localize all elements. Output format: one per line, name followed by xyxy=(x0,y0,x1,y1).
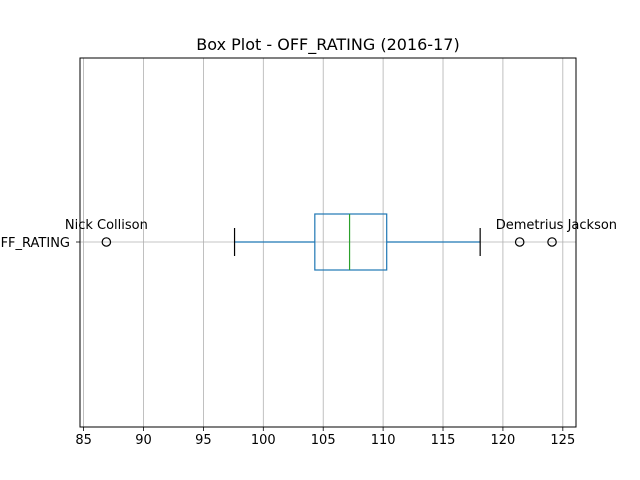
x-tick-label: 125 xyxy=(550,433,575,448)
outlier-point xyxy=(547,237,557,247)
y-category-label: OFF_RATING xyxy=(0,236,70,251)
outlier-point xyxy=(101,237,112,247)
x-tick-label: 110 xyxy=(371,433,396,448)
outlier-label: Demetrius Jackson xyxy=(496,218,617,233)
x-tick-label: 90 xyxy=(135,433,152,448)
x-axis-ticks: 85 90 95 100 105 110 115 120 125 xyxy=(75,241,575,448)
x-tick-label: 95 xyxy=(195,433,212,448)
x-tick-label: 85 xyxy=(75,433,92,448)
axes-frame xyxy=(79,57,577,428)
x-tick-label: 115 xyxy=(431,433,456,448)
plot-area: Nick Collison Demetrius Jackson xyxy=(65,213,617,271)
grid-lines xyxy=(80,58,576,427)
iqr-box xyxy=(314,213,388,271)
outlier-point xyxy=(514,237,525,247)
x-tick-label: 120 xyxy=(491,433,516,448)
x-tick-label: 105 xyxy=(311,433,336,448)
outlier-label: Nick Collison xyxy=(65,218,148,233)
chart-title: Box Plot - OFF_RATING (2016-17) xyxy=(196,35,459,55)
x-tick-label: 100 xyxy=(251,433,276,448)
